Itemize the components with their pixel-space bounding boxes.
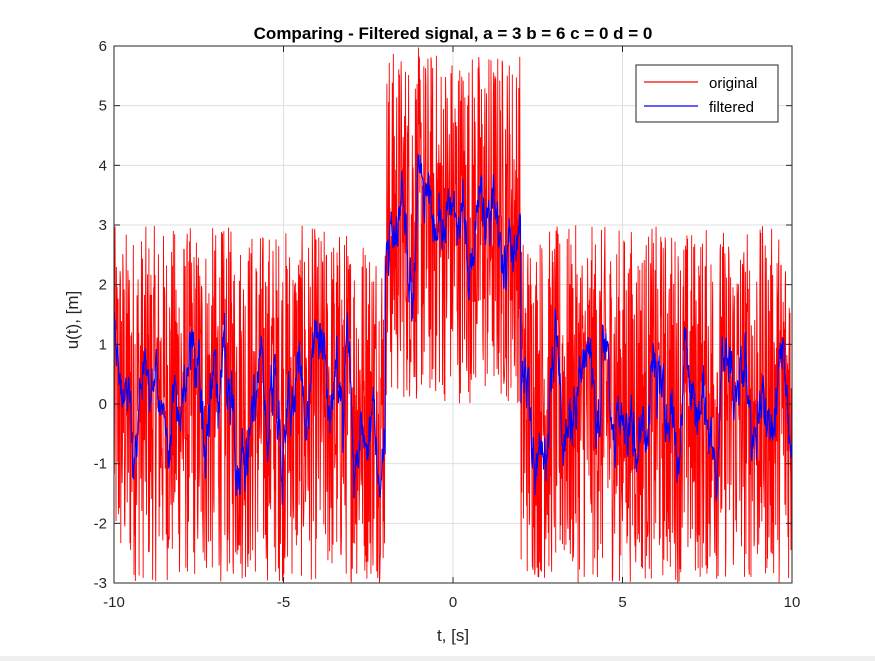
y-tick-label: 5 bbox=[99, 98, 107, 115]
legend: original filtered bbox=[635, 64, 779, 123]
x-tick-label: 10 bbox=[784, 594, 801, 611]
y-tick-label: 0 bbox=[99, 396, 107, 413]
y-tick-label: -3 bbox=[94, 575, 107, 592]
y-tick-label: 3 bbox=[99, 217, 107, 234]
y-tick-label: -2 bbox=[94, 515, 107, 532]
x-tick-label: -5 bbox=[277, 594, 290, 611]
x-tick-label: 5 bbox=[618, 594, 626, 611]
series-line-original bbox=[113, 47, 793, 583]
y-axis-label: u(t), [m] bbox=[63, 291, 82, 350]
x-tick-label: 0 bbox=[449, 594, 457, 611]
x-tick-label: -10 bbox=[103, 594, 125, 611]
y-tick-label: -1 bbox=[94, 456, 107, 473]
y-tick-label: 1 bbox=[99, 336, 107, 353]
series-line-filtered bbox=[113, 152, 793, 505]
y-tick-label: 6 bbox=[99, 38, 107, 55]
series-layer bbox=[113, 47, 793, 583]
legend-label-original: original bbox=[709, 75, 757, 92]
y-tick-label: 4 bbox=[99, 157, 107, 174]
axes bbox=[113, 45, 793, 584]
legend-label-filtered: filtered bbox=[709, 99, 754, 116]
legend-box bbox=[635, 64, 779, 123]
y-tick-label: 2 bbox=[99, 277, 107, 294]
x-axis-label: t, [s] bbox=[437, 626, 469, 645]
chart-title: Comparing - Filtered signal, a = 3 b = 6… bbox=[254, 24, 653, 43]
